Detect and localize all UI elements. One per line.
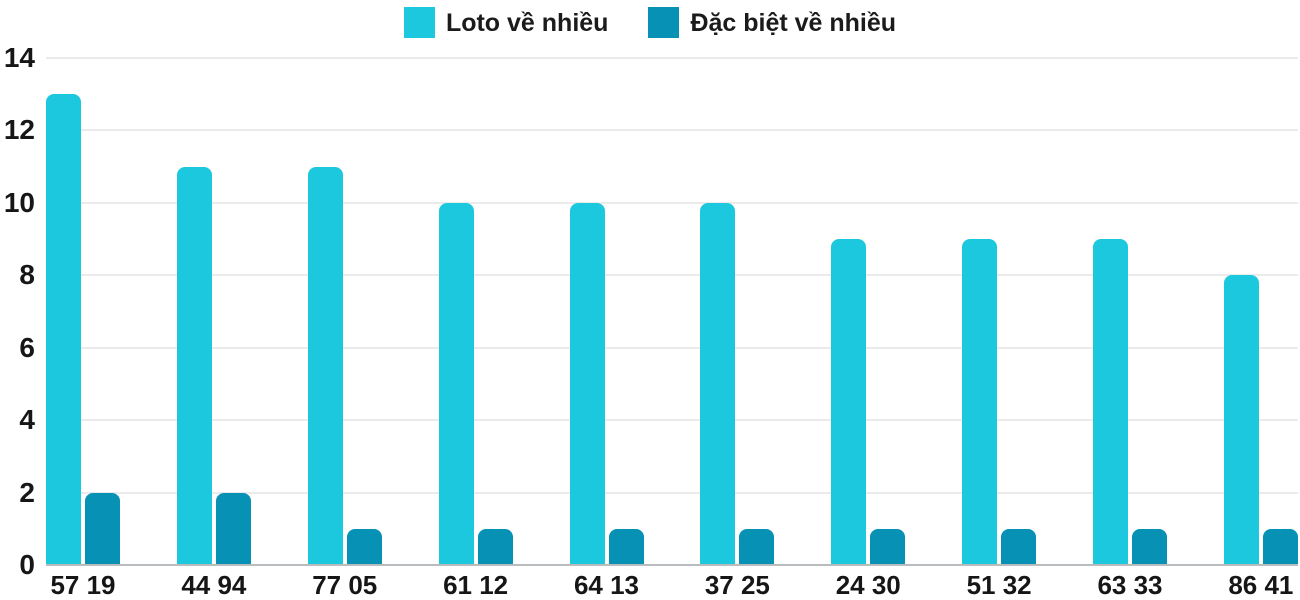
y-axis-tick-label: 10: [3, 186, 35, 218]
y-axis-tick-label: 8: [19, 259, 35, 291]
y-axis-tick-label: 6: [19, 331, 35, 363]
bar-loto-ve-nhieu[interactable]: [831, 239, 867, 565]
y-axis-tick-label: 14: [3, 42, 35, 73]
chart-legend: Loto về nhiều Đặc biệt về nhiều: [0, 7, 1300, 38]
x-axis-label: 24 30: [835, 570, 901, 600]
x-axis-label: 51 32: [966, 570, 1032, 600]
bar-dac-biet-ve-nhieu[interactable]: [739, 528, 775, 565]
bar-group: [438, 58, 513, 565]
bar-loto-ve-nhieu[interactable]: [962, 239, 998, 565]
y-axis-tick-label: 2: [19, 476, 35, 508]
x-axis-label: 61 12: [443, 570, 509, 600]
legend-label-loto: Loto về nhiều: [445, 8, 609, 37]
bar-loto-ve-nhieu[interactable]: [438, 202, 474, 565]
legend-item-loto[interactable]: Loto về nhiều: [403, 7, 609, 38]
x-axis-label: 77 05: [312, 570, 378, 600]
bars-container: [46, 58, 1298, 565]
bar-dac-biet-ve-nhieu[interactable]: [1001, 528, 1037, 565]
gridline: [46, 274, 1298, 277]
gridline: [46, 129, 1298, 132]
bar-dac-biet-ve-nhieu[interactable]: [346, 528, 382, 565]
x-axis-label: 57 19: [50, 570, 116, 600]
bar-loto-ve-nhieu[interactable]: [1223, 275, 1259, 565]
x-axis: 57 19 44 94 77 05 61 12 64 13 37 25 24 30 51 32…: [46, 568, 1298, 600]
plot-area: [46, 57, 1298, 566]
bar-loto-ve-nhieu[interactable]: [1093, 239, 1128, 565]
bar-group: [307, 58, 382, 565]
bar-dac-biet-ve-nhieu[interactable]: [870, 528, 906, 565]
bar-dac-biet-ve-nhieu[interactable]: [477, 528, 513, 565]
bar-group: [569, 58, 644, 565]
bar-group: [700, 58, 775, 565]
y-axis-tick-label: 4: [19, 404, 35, 436]
bar-group: [831, 58, 906, 565]
y-axis: 0 2 4 6 8 10 12 14: [0, 44, 40, 579]
gridline: [46, 346, 1298, 349]
legend-item-dacbiet[interactable]: Đặc biệt về nhiều: [648, 7, 896, 38]
x-axis-label: 64 13: [573, 570, 640, 600]
bar-dac-biet-ve-nhieu[interactable]: [1262, 528, 1298, 565]
legend-swatch-loto-icon: [403, 7, 435, 38]
x-axis-label: 44 94: [181, 570, 247, 600]
bar-group: [1093, 58, 1167, 565]
bar-loto-ve-nhieu[interactable]: [307, 166, 343, 565]
bar-loto-ve-nhieu[interactable]: [700, 202, 736, 565]
x-axis-label: 63 33: [1097, 570, 1163, 600]
bar-dac-biet-ve-nhieu[interactable]: [215, 492, 251, 565]
gridline: [46, 419, 1298, 422]
gridline: [46, 201, 1298, 204]
bar-loto-ve-nhieu[interactable]: [46, 94, 81, 565]
bar-group: [962, 58, 1037, 565]
bar-loto-ve-nhieu[interactable]: [569, 202, 605, 565]
x-axis-baseline: [46, 564, 1298, 566]
legend-label-dacbiet: Đặc biệt về nhiều: [690, 8, 897, 37]
x-axis-label: 86 41: [1228, 570, 1294, 600]
bar-dac-biet-ve-nhieu[interactable]: [608, 528, 644, 565]
bar-group: [176, 58, 251, 565]
gridline: [46, 57, 1298, 59]
bar-group: [1223, 58, 1298, 565]
y-axis-tick-label: 12: [3, 114, 35, 146]
bar-loto-ve-nhieu[interactable]: [176, 166, 212, 565]
y-axis-tick-label: 0: [19, 549, 35, 580]
legend-swatch-dacbiet-icon: [648, 7, 680, 38]
x-axis-label: 37 25: [704, 570, 770, 600]
bar-dac-biet-ve-nhieu[interactable]: [1132, 528, 1167, 565]
gridline: [46, 491, 1298, 494]
bar-group: [46, 58, 120, 565]
bar-dac-biet-ve-nhieu[interactable]: [85, 492, 120, 565]
